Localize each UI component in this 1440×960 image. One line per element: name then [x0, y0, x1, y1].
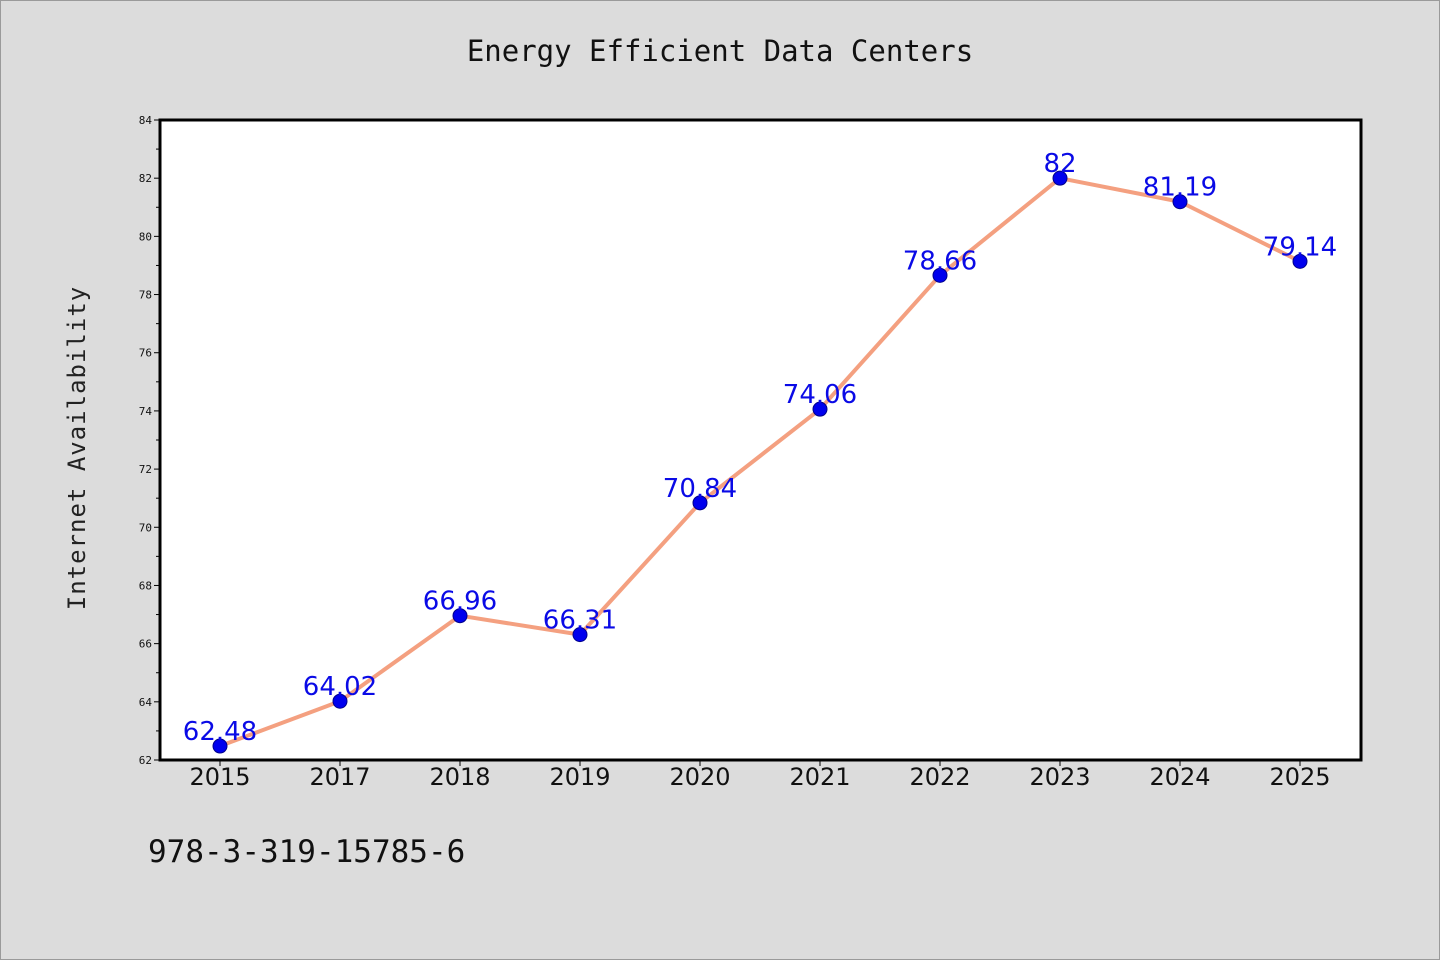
x-tick-label: 2024 [1149, 763, 1210, 791]
y-tick-label: 82 [139, 172, 152, 185]
data-label: 66.31 [543, 606, 617, 636]
data-label: 81.19 [1143, 173, 1217, 203]
y-tick-label: 84 [139, 114, 153, 127]
y-tick-label: 76 [139, 347, 152, 360]
x-tick-label: 2015 [189, 763, 250, 791]
data-label: 78.66 [903, 246, 977, 276]
data-label: 64.02 [303, 672, 377, 702]
footer-code: 978-3-319-15785-6 [148, 834, 466, 870]
data-point [452, 608, 468, 624]
x-tick-label: 2017 [309, 763, 370, 791]
data-point [212, 738, 228, 754]
y-tick-label: 72 [139, 463, 152, 476]
data-label: 79.14 [1263, 232, 1337, 262]
y-tick-label: 74 [139, 405, 153, 418]
y-tick-label: 78 [139, 289, 152, 302]
series-line [219, 176, 1301, 748]
data-label: 70.84 [663, 474, 737, 504]
x-tick-label: 2018 [429, 763, 490, 791]
x-tick-label: 2023 [1029, 763, 1090, 791]
x-tick-label: 2020 [669, 763, 730, 791]
x-tick-label: 2021 [789, 763, 850, 791]
y-tick-label: 64 [139, 696, 153, 709]
x-tick-label: 2025 [1269, 763, 1330, 791]
y-tick-label: 66 [139, 638, 152, 651]
data-point [572, 627, 588, 643]
chart-title: Energy Efficient Data Centers [466, 34, 974, 68]
data-label: 62.48 [183, 717, 257, 747]
data-point [692, 495, 708, 511]
y-tick-label: 62 [139, 754, 152, 767]
x-tick-label: 2019 [549, 763, 610, 791]
data-point [332, 693, 348, 709]
y-tick-label: 68 [139, 579, 152, 592]
data-label: 74.06 [783, 380, 857, 410]
y-tick-label: 80 [139, 230, 152, 243]
data-label: 66.96 [423, 587, 497, 617]
data-point [1292, 253, 1308, 269]
data-label: 82 [1043, 149, 1076, 179]
y-tick-label: 70 [139, 521, 152, 534]
data-point [932, 267, 948, 283]
plot-area [158, 118, 1363, 762]
data-point [1052, 170, 1068, 186]
x-tick-label: 2022 [909, 763, 970, 791]
data-point [812, 401, 828, 417]
data-point [1172, 194, 1188, 210]
